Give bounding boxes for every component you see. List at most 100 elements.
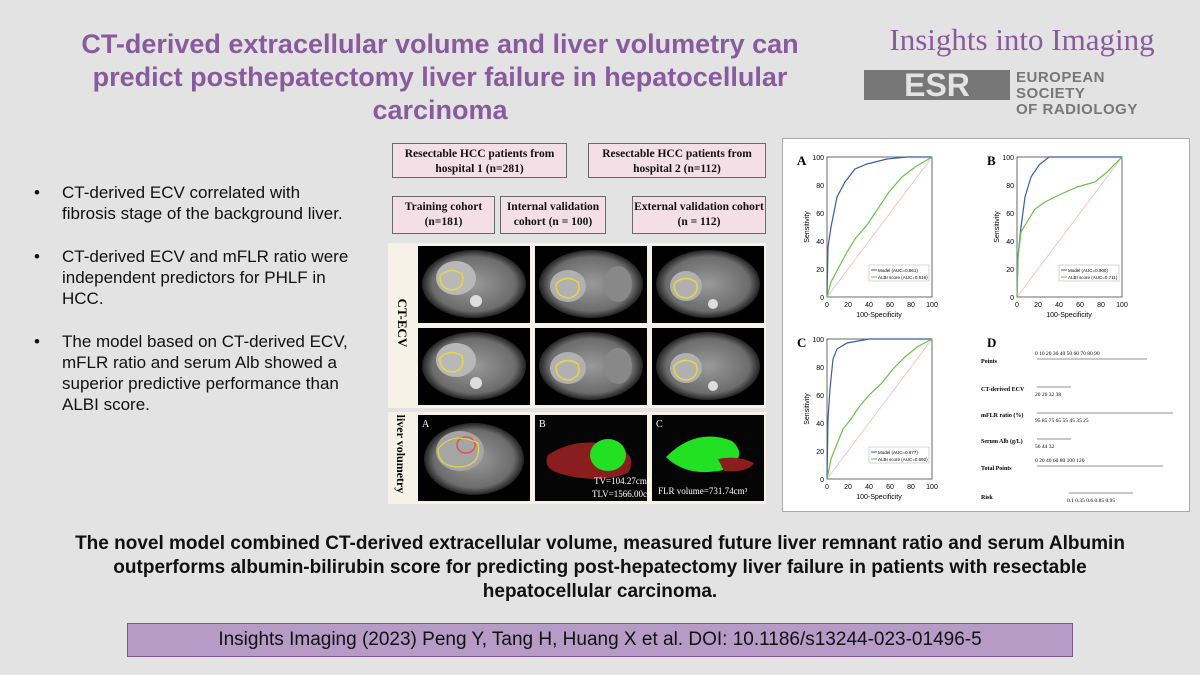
svg-text:ESR: ESR (904, 68, 970, 102)
ct-scan-image (535, 328, 647, 405)
svg-text:0: 0 (820, 295, 824, 302)
svg-text:40: 40 (1006, 239, 1014, 246)
svg-text:TV=104.27cm³: TV=104.27cm³ (594, 476, 650, 486)
svg-text:100: 100 (926, 484, 938, 491)
svg-text:B: B (539, 419, 546, 430)
liver-volumetry-label: liver volumetry (394, 414, 408, 494)
roc-chart-b: B Model (AUC=0.900) ALBI score (AUC=0.71… (987, 153, 1128, 319)
flow-internal-validation: Internal validation cohort (n = 100) (500, 196, 606, 234)
key-finding: • CT-derived ECV and mFLR ratio were inde… (34, 247, 349, 308)
roc-letter: C (797, 335, 806, 350)
svg-text:0: 0 (1015, 302, 1019, 309)
svg-text:60: 60 (816, 393, 824, 400)
key-finding: • The model based on CT-derived ECV, mFLR… (34, 332, 348, 414)
nomogram-letter: D (987, 335, 996, 350)
svg-text:80: 80 (1006, 183, 1014, 190)
svg-text:80: 80 (816, 183, 824, 190)
roc-letter: A (797, 153, 807, 168)
svg-text:Points: Points (981, 359, 998, 365)
svg-text:20: 20 (816, 449, 824, 456)
svg-text:40: 40 (1055, 302, 1063, 309)
page-title: CT-derived extracellular volume and live… (81, 29, 799, 125)
svg-text:100: 100 (812, 337, 824, 344)
liver-volumetry-panel: liver volumetry A B TV=104.27cm³ TLV=156… (388, 412, 766, 504)
conclusion-text: The novel model combined CT-derived extr… (75, 533, 1125, 602)
svg-text:0 20 40 60 80 100 120: 0 20 40 60 80 100 120 (1035, 458, 1085, 464)
svg-text:40: 40 (816, 239, 824, 246)
flow-training-cohort: Training cohort (n=181) (392, 196, 495, 234)
svg-text:Total Points: Total Points (981, 466, 1012, 472)
ct-scan-grid (418, 246, 764, 405)
svg-text:mFLR ratio (%): mFLR ratio (%) (981, 412, 1023, 419)
svg-text:80: 80 (816, 365, 824, 372)
volumetry-images: A B TV=104.27cm³ TLV=1566.00cm³ C FLR vo… (418, 415, 764, 501)
svg-text:Model (AUC=0.877): Model (AUC=0.877) (878, 450, 918, 455)
key-findings-list: • CT-derived ECV correlated with fibrosis… (28, 182, 358, 437)
svg-text:Model (AUC=0.861): Model (AUC=0.861) (878, 268, 918, 273)
svg-text:60: 60 (886, 302, 894, 309)
roc-figure: A Model (AUC=0.861) ALBI score (AUC=0.61… (797, 153, 1173, 504)
svg-text:A: A (422, 419, 430, 430)
ct-scan-image (652, 328, 764, 405)
volumetry-3d-tumor: B TV=104.27cm³ TLV=1566.00cm³ (535, 415, 657, 501)
roc-chart-a: A Model (AUC=0.861) ALBI score (AUC=0.61… (797, 153, 938, 319)
svg-text:100-Specificity: 100-Specificity (1046, 312, 1092, 319)
svg-text:ALBI score (AUC=0.711): ALBI score (AUC=0.711) (1068, 275, 1118, 280)
svg-text:60: 60 (1006, 211, 1014, 218)
svg-text:20: 20 (844, 484, 852, 491)
ct-scan-image (418, 328, 530, 405)
svg-text:100-Specificity: 100-Specificity (856, 494, 902, 501)
ct-scan-image (535, 246, 647, 323)
svg-text:20: 20 (844, 302, 852, 309)
svg-text:Serum Alb (g/L): Serum Alb (g/L) (981, 438, 1023, 445)
ct-ecv-label: CT-ECV (395, 298, 410, 348)
svg-text:20 26 32 38: 20 26 32 38 (1035, 392, 1061, 398)
svg-text:Sensitivity: Sensitivity (804, 211, 811, 243)
svg-text:0.1 0.35 0.6 0.85 0.95: 0.1 0.35 0.6 0.85 0.95 (1067, 498, 1115, 504)
ct-scan-image (418, 246, 530, 323)
svg-text:FLR volume=731.74cm³: FLR volume=731.74cm³ (658, 486, 748, 496)
svg-text:CT-derived ECV: CT-derived ECV (981, 387, 1025, 393)
flow-hospital1: Resectable HCC patients from hospital 1 … (392, 143, 567, 178)
svg-text:60: 60 (886, 484, 894, 491)
esr-logo-mark: ESR (864, 68, 1010, 102)
svg-text:20: 20 (1006, 267, 1014, 274)
svg-text:100-Specificity: 100-Specificity (856, 312, 902, 319)
key-finding: • CT-derived ECV correlated with fibrosis… (34, 183, 343, 223)
svg-text:0 10 20 30 40 50 60 70: 0 10 20 30 40 50 60 70 80 90 (1035, 351, 1100, 357)
volumetry-ct-image: A (418, 415, 530, 501)
svg-text:0: 0 (825, 484, 829, 491)
svg-text:100: 100 (926, 302, 938, 309)
flow-external-validation: External validation cohort (n = 112) (632, 196, 766, 234)
esr-logo: ESR EUROPEAN SOCIETY OF RADIOLOGY (864, 68, 1174, 118)
roc-curves-panel: A Model (AUC=0.861) ALBI score (AUC=0.61… (782, 138, 1190, 512)
svg-text:Sensitivity: Sensitivity (994, 211, 1001, 243)
bullet-icon: • (34, 183, 40, 202)
svg-text:80: 80 (1097, 302, 1105, 309)
svg-text:20: 20 (816, 267, 824, 274)
journal-name: Insights into Imaging (889, 22, 1155, 57)
society-line2: OF RADIOLOGY (1016, 101, 1138, 118)
citation-bar: Insights Imaging (2023) Peng Y, Tang H, … (127, 623, 1073, 657)
svg-text:ALBI score (AUC=0.692): ALBI score (AUC=0.692) (878, 457, 928, 462)
svg-text:100: 100 (1116, 302, 1128, 309)
svg-text:20: 20 (1034, 302, 1042, 309)
volumetry-3d-flr: C FLR volume=731.74cm³ (652, 415, 764, 501)
svg-text:Risk: Risk (981, 495, 993, 501)
ct-ecv-panel: CT-ECV (388, 243, 766, 408)
bullet-icon: • (34, 247, 40, 266)
svg-text:0: 0 (820, 477, 824, 484)
svg-text:60: 60 (816, 211, 824, 218)
svg-text:Sensitivity: Sensitivity (804, 393, 811, 425)
nomogram-d: D Points CT-derived ECV mFLR ratio (%) S… (981, 335, 1173, 504)
flow-hospital2: Resectable HCC patients from hospital 2 … (588, 143, 766, 178)
svg-text:40: 40 (816, 421, 824, 428)
svg-text:0: 0 (1010, 295, 1014, 302)
svg-text:100: 100 (812, 155, 824, 162)
ct-scan-image (652, 246, 764, 323)
svg-text:56 44 32: 56 44 32 (1035, 444, 1055, 450)
svg-text:100: 100 (1002, 155, 1014, 162)
society-line1: EUROPEAN SOCIETY (1016, 69, 1106, 102)
svg-text:Model (AUC=0.900): Model (AUC=0.900) (1068, 268, 1108, 273)
svg-text:40: 40 (865, 302, 873, 309)
